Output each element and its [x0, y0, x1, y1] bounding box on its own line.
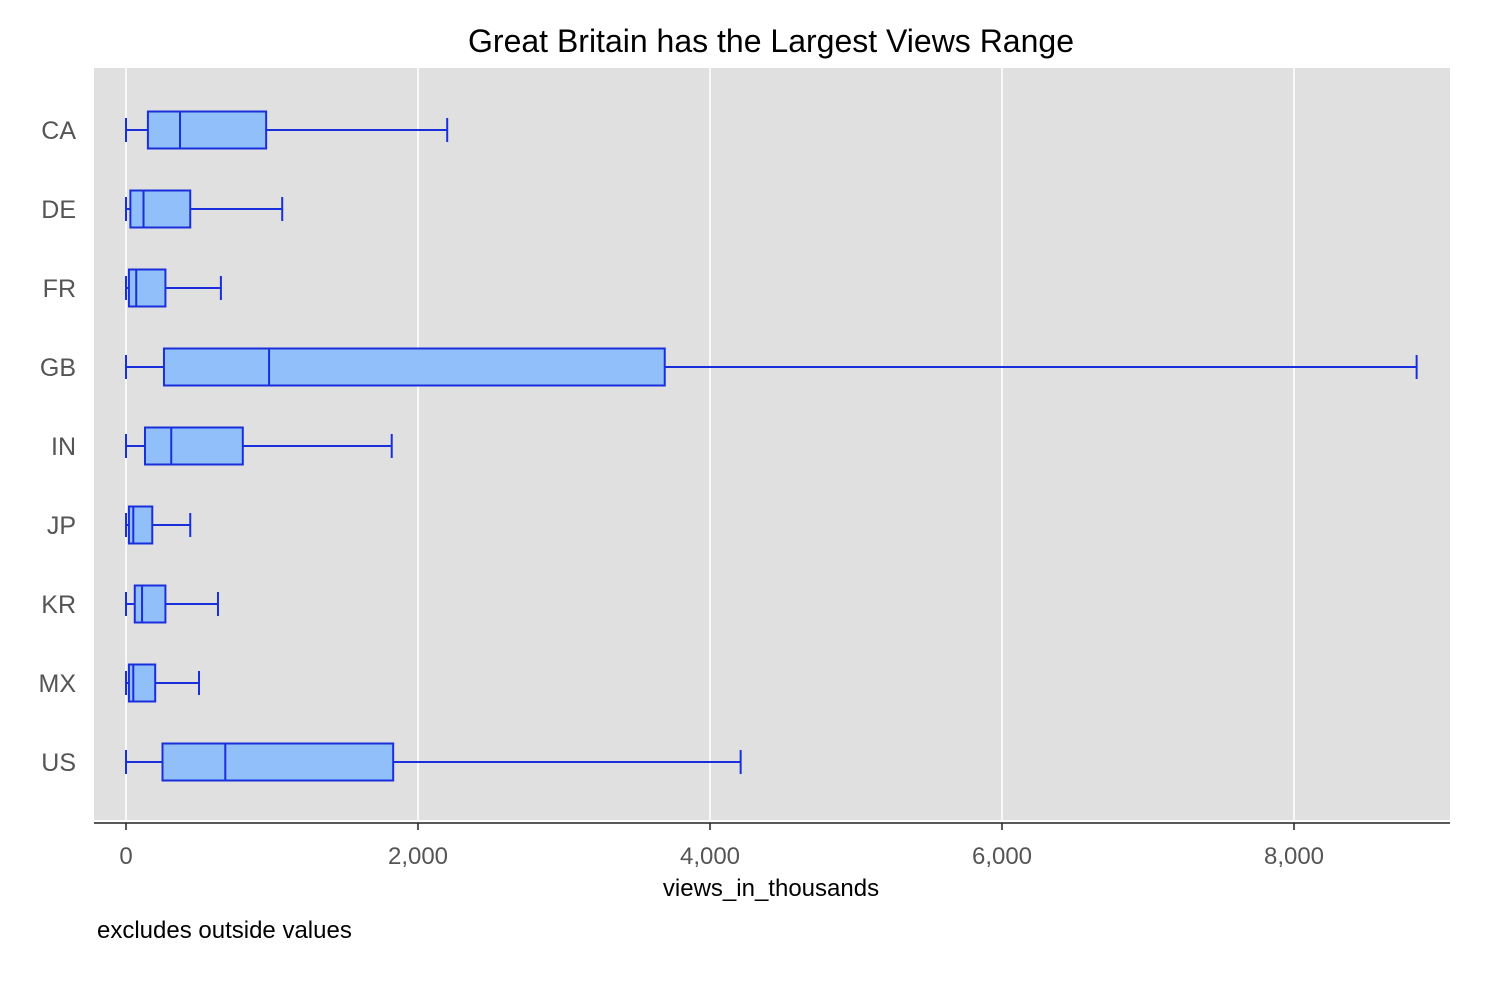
- category-label: IN: [51, 433, 76, 461]
- box-us: [125, 742, 742, 782]
- category-label: GB: [40, 354, 76, 382]
- box-iqr: [133, 584, 167, 624]
- category-label: US: [41, 749, 76, 777]
- category-label: DE: [41, 196, 76, 224]
- y-axis-categories: CA DE FR GB IN JP KR MX US: [39, 117, 77, 777]
- x-tick-label: 4,000: [680, 843, 740, 870]
- box-iqr: [161, 742, 395, 782]
- box-de: [125, 189, 284, 229]
- box-fr: [125, 268, 222, 308]
- category-label: KR: [41, 591, 76, 619]
- box-in: [125, 426, 393, 466]
- category-label: MX: [39, 670, 77, 698]
- chart-title: Great Britain has the Largest Views Rang…: [468, 23, 1074, 59]
- boxes-group: [125, 110, 1418, 782]
- category-label: JP: [47, 512, 76, 540]
- box-iqr: [127, 505, 154, 545]
- box-iqr: [162, 347, 666, 387]
- box-iqr: [143, 426, 244, 466]
- category-label: FR: [43, 275, 76, 303]
- x-axis-ticks: 0 2,000 4,000 6,000 8,000: [119, 823, 1324, 870]
- x-tick-label: 2,000: [388, 843, 448, 870]
- box-iqr: [127, 268, 167, 308]
- chart-note: excludes outside values: [97, 917, 352, 944]
- box-iqr: [146, 110, 268, 150]
- box-gb: [125, 347, 1418, 387]
- box-iqr: [129, 189, 192, 229]
- box-ca: [125, 110, 449, 150]
- x-tick-label: 6,000: [972, 843, 1032, 870]
- category-label: CA: [41, 117, 76, 145]
- box-mx: [125, 663, 200, 703]
- box-kr: [125, 584, 219, 624]
- x-tick-label: 8,000: [1264, 843, 1324, 870]
- plot-background: [94, 68, 1450, 820]
- box-jp: [125, 505, 192, 545]
- x-axis-title: views_in_thousands: [663, 875, 879, 902]
- x-tick-label: 0: [119, 843, 132, 870]
